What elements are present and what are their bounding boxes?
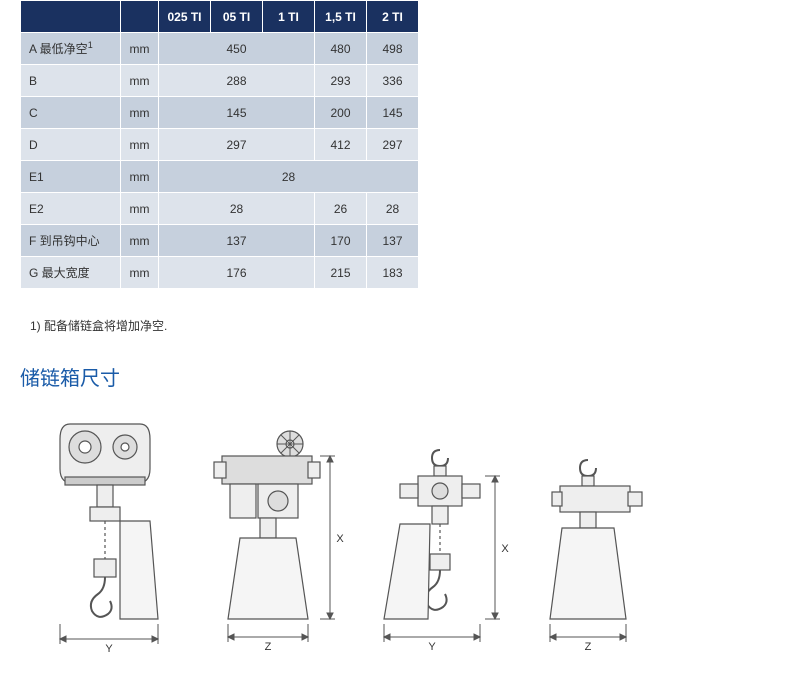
row-label: E2	[21, 193, 121, 225]
row-value: 200	[315, 97, 367, 129]
footnote: 1) 配备储链盒将增加净空.	[30, 317, 783, 334]
row-value: 26	[315, 193, 367, 225]
header-col-1: 05 TI	[211, 1, 263, 33]
row-unit: mm	[121, 225, 159, 257]
spec-header-row: 025 TI 05 TI 1 TI 1,5 TI 2 TI	[21, 1, 419, 33]
header-col-4: 2 TI	[367, 1, 419, 33]
header-blank-label	[21, 1, 121, 33]
row-value: 215	[315, 257, 367, 289]
section-title: 储链箱尺寸	[20, 362, 783, 391]
table-row: Bmm288293336	[21, 65, 419, 97]
table-row: E1mm28	[21, 161, 419, 193]
table-row: Cmm145200145	[21, 97, 419, 129]
spec-table-body: A 最低净空1mm450480498Bmm288293336Cmm1452001…	[21, 33, 419, 289]
diagram-side-hook: Z	[540, 454, 660, 654]
row-label: B	[21, 65, 121, 97]
row-value: 293	[315, 65, 367, 97]
table-row: Dmm297412297	[21, 129, 419, 161]
header-blank-unit	[121, 1, 159, 33]
dim-label-y: Y	[105, 643, 113, 654]
row-value: 498	[367, 33, 419, 65]
row-unit: mm	[121, 33, 159, 65]
row-label: C	[21, 97, 121, 129]
dim-label-x: X	[336, 533, 344, 545]
row-unit: mm	[121, 129, 159, 161]
row-label: E1	[21, 161, 121, 193]
row-value: 297	[159, 129, 315, 161]
diagram-row: Y	[20, 409, 783, 654]
table-row: A 最低净空1mm450480498	[21, 33, 419, 65]
row-value: 336	[367, 65, 419, 97]
row-value: 28	[367, 193, 419, 225]
table-row: E2mm282628	[21, 193, 419, 225]
row-value: 145	[159, 97, 315, 129]
row-unit: mm	[121, 193, 159, 225]
spec-table: 025 TI 05 TI 1 TI 1,5 TI 2 TI A 最低净空1mm4…	[20, 0, 419, 289]
header-col-0: 025 TI	[159, 1, 211, 33]
table-row: G 最大宽度mm176215183	[21, 257, 419, 289]
dim-label-z-2: Z	[585, 641, 592, 653]
row-value: 288	[159, 65, 315, 97]
row-unit: mm	[121, 97, 159, 129]
row-unit: mm	[121, 161, 159, 193]
row-value: 412	[315, 129, 367, 161]
dim-label-y-2: Y	[428, 641, 436, 653]
diagram-front-hook: X Y	[370, 444, 520, 654]
row-value: 170	[315, 225, 367, 257]
row-value: 450	[159, 33, 315, 65]
row-label: G 最大宽度	[21, 257, 121, 289]
header-col-2: 1 TI	[263, 1, 315, 33]
row-value: 137	[159, 225, 315, 257]
row-label: A 最低净空1	[21, 33, 121, 65]
diagram-front-trolley: Y	[50, 409, 180, 654]
row-unit: mm	[121, 65, 159, 97]
dim-label-z: Z	[265, 641, 272, 653]
row-value: 183	[367, 257, 419, 289]
diagram-side-mech: X Z	[200, 424, 350, 654]
row-label: F 到吊钩中心	[21, 225, 121, 257]
row-value: 145	[367, 97, 419, 129]
header-col-3: 1,5 TI	[315, 1, 367, 33]
row-value: 480	[315, 33, 367, 65]
row-value: 28	[159, 193, 315, 225]
row-value: 28	[159, 161, 419, 193]
row-unit: mm	[121, 257, 159, 289]
table-row: F 到吊钩中心mm137170137	[21, 225, 419, 257]
dim-label-x-2: X	[501, 543, 509, 555]
row-value: 176	[159, 257, 315, 289]
row-label: D	[21, 129, 121, 161]
row-value: 137	[367, 225, 419, 257]
row-value: 297	[367, 129, 419, 161]
